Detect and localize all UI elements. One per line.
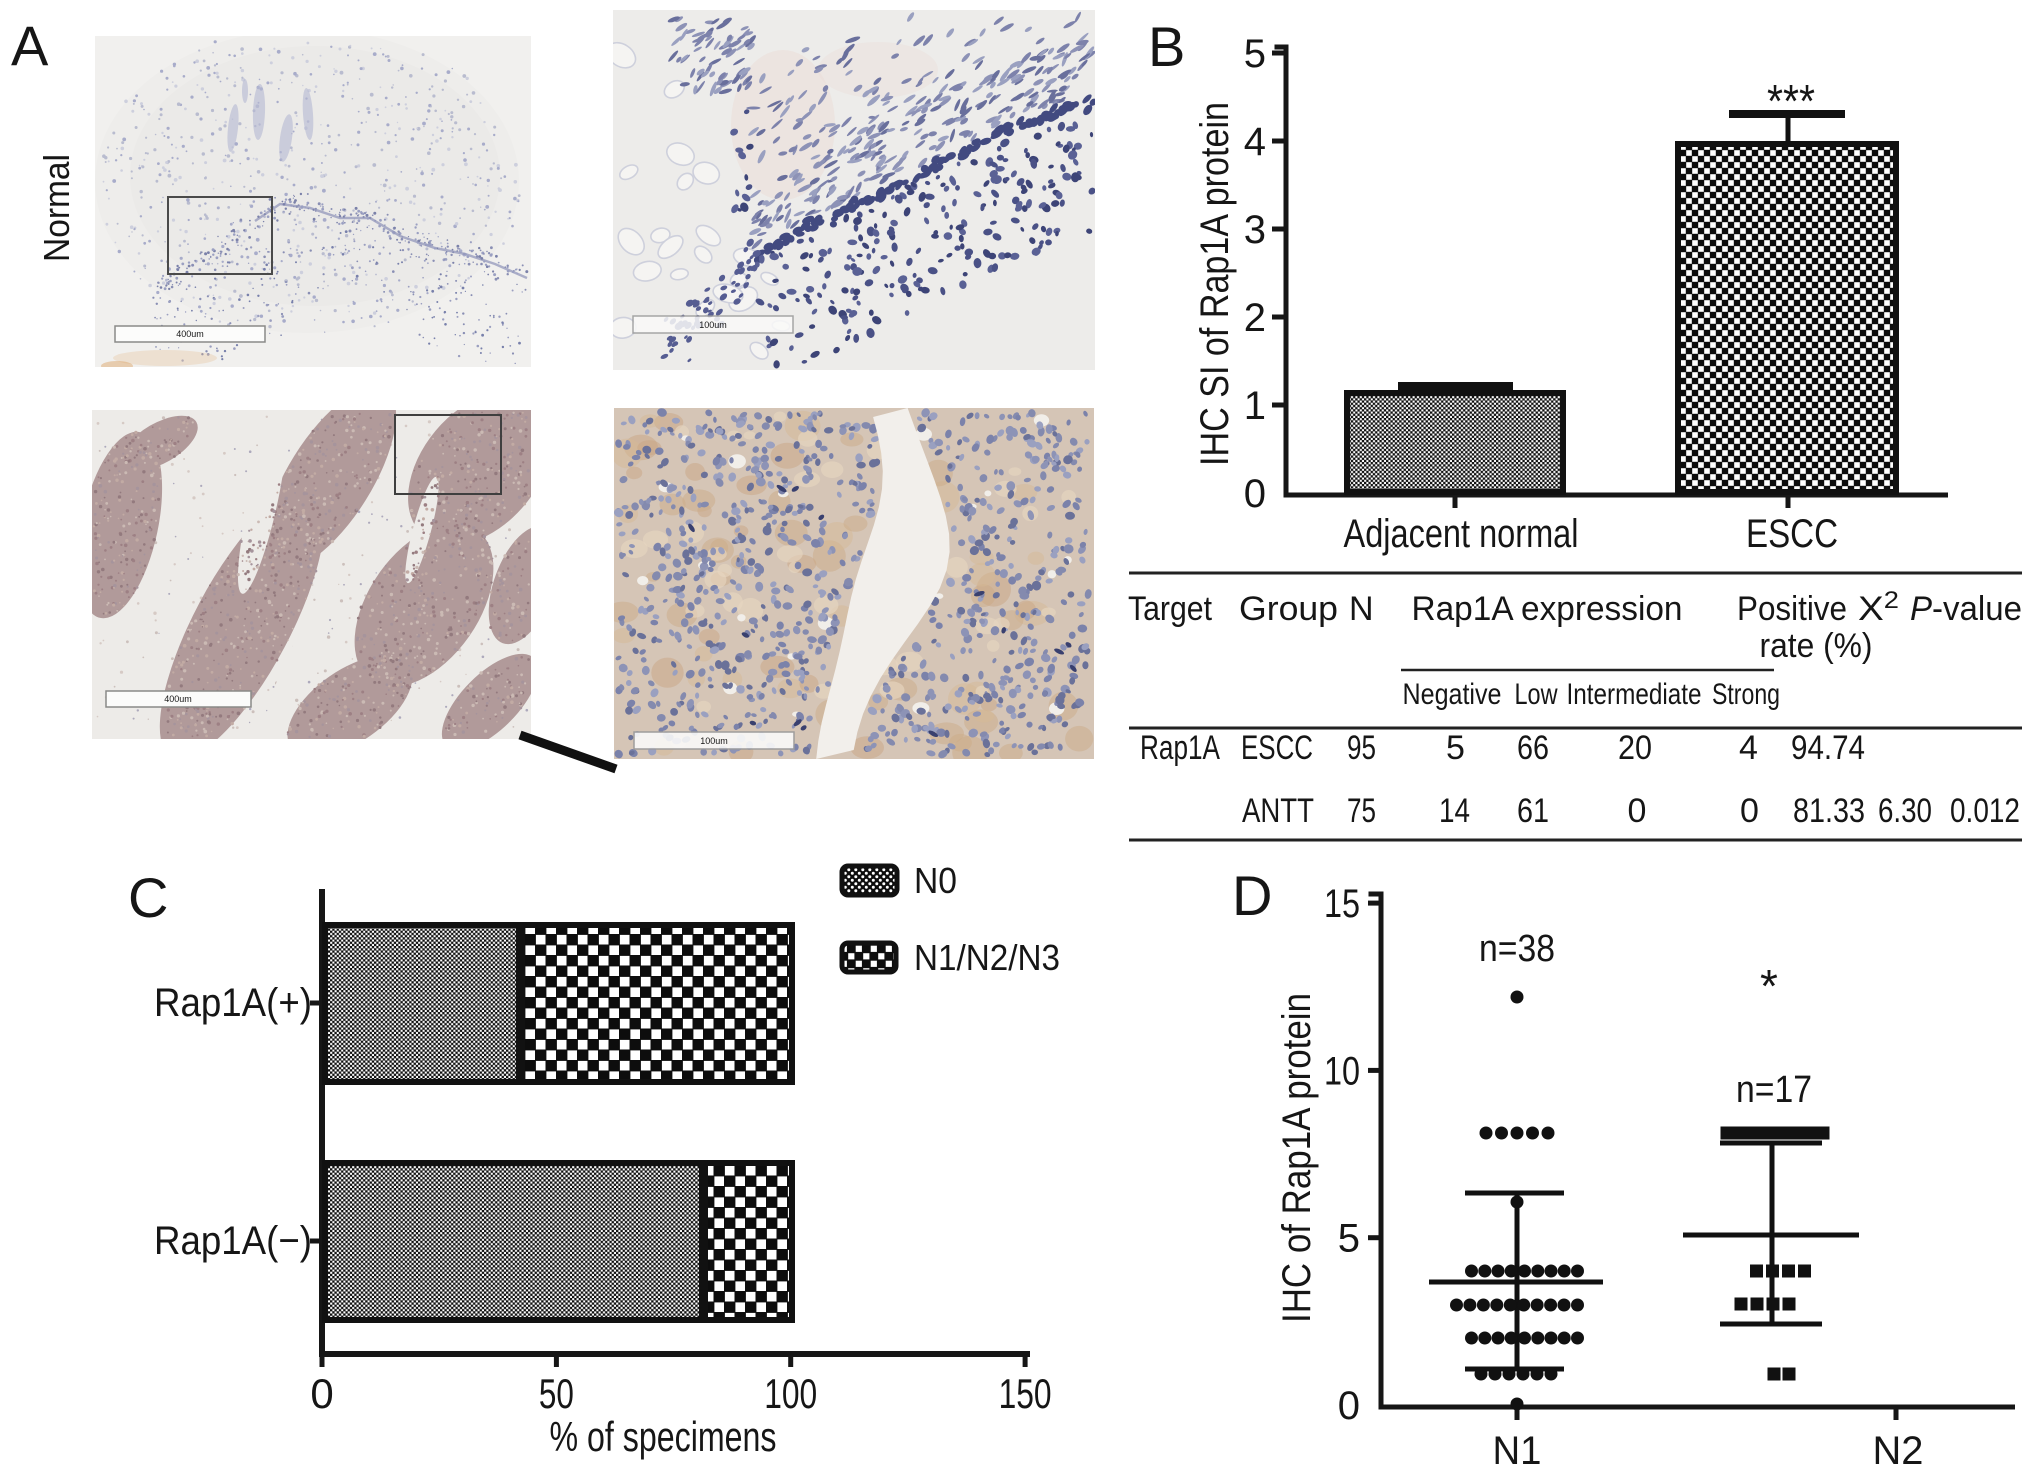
svg-text:Normal: Normal [36, 154, 77, 262]
svg-text:400um: 400um [176, 329, 204, 339]
svg-text:400um: 400um [164, 694, 192, 704]
svg-text:100um: 100um [699, 320, 727, 330]
svg-text:A: A [11, 14, 49, 77]
